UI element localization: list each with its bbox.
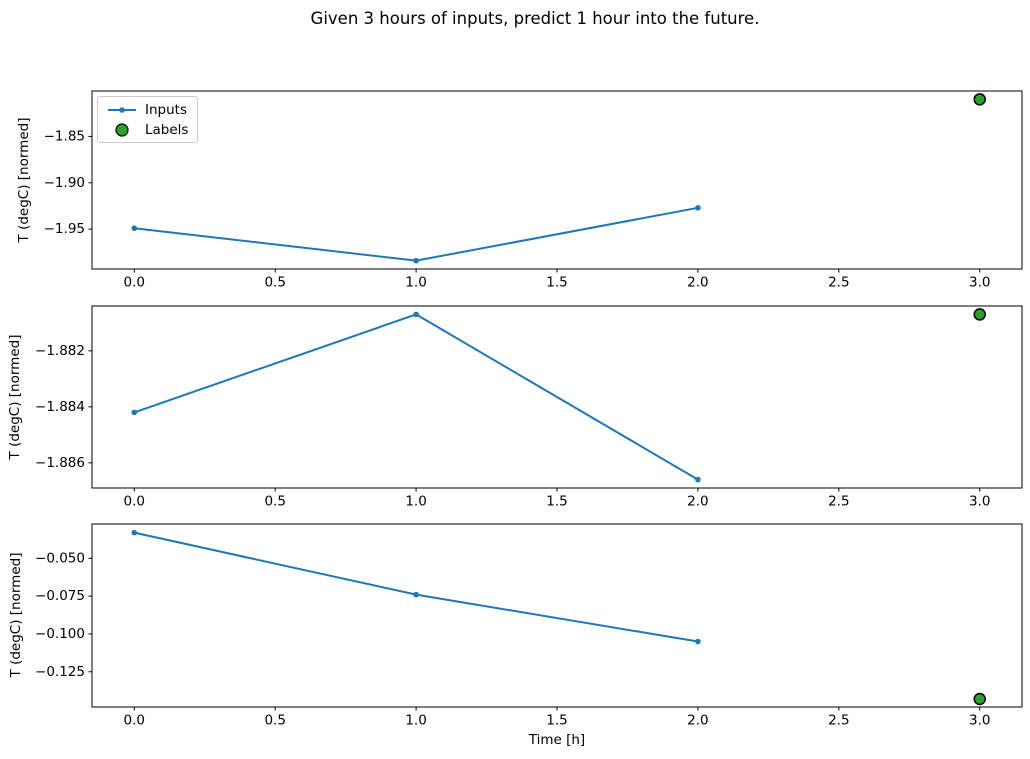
subplot-2: 0.0 0.5 1.0 1.5 2.0 2.5 3.0 −1.882 −1.884 −1.886 [35,305,1023,510]
inputs-marker [413,591,419,598]
x-tick-label: 1.5 [546,713,567,729]
labels-point [973,692,986,706]
x-tick-label: 0.0 [124,713,145,729]
x-tick-label: 1.0 [405,275,426,291]
subplot-1: 0.0 0.5 1.0 1.5 2.0 2.5 3.0 −1.85 −1.90 −1.95 [44,90,1023,291]
legend: Inputs Labels [97,96,199,143]
legend-item-labels: Labels [107,121,188,138]
x-tick-label: 1.0 [405,494,426,510]
x-tick-label: 3.0 [969,713,990,729]
x-tick-label: 2.0 [687,275,708,291]
y-tick-label: −0.100 [35,626,85,642]
x-tick-label: 1.0 [405,713,426,729]
inputs-line-icon [108,106,136,113]
labels-point [973,308,986,321]
y-tick-label: −0.125 [35,664,85,680]
y-tick-label: −1.95 [44,221,85,237]
inputs-line [133,313,699,481]
y-tick-label: −0.075 [35,588,85,604]
ylabel-subplot-3: T (degC) [normed] [8,552,24,678]
inputs-marker [413,311,419,318]
legend-item-inputs: Inputs [107,101,188,118]
x-tick-label: 0.0 [124,494,145,510]
x-tick-label: 3.0 [969,494,990,510]
ylabel-subplot-1: T (degC) [normed] [16,117,32,243]
y-tick-label: −0.050 [35,550,85,566]
x-tick-label: 0.5 [264,494,285,510]
x-tick-label: 2.5 [828,713,849,729]
x-tick-label: 0.0 [124,275,145,291]
labels-circle-icon [115,122,129,137]
axes-spines [91,523,1023,708]
inputs-marker [695,205,701,211]
x-tick-label: 2.0 [687,494,708,510]
x-tick-label: 3.0 [969,275,990,291]
x-tick-label: 2.5 [828,494,849,510]
figure-title: Given 3 hours of inputs, predict 1 hour … [310,9,760,28]
y-tick-label: −1.886 [35,455,85,471]
labels-point [973,93,986,106]
y-tick-label: −1.882 [35,343,85,359]
axes-spines [91,90,1023,270]
y-tick-label: −1.85 [44,128,85,144]
inputs-marker [131,409,138,416]
x-tick-label: 1.5 [546,494,567,510]
x-tick-label: 2.0 [687,713,708,729]
subplot-3: 0.0 0.5 1.0 1.5 2.0 2.5 3.0 −0.050 −0.075 −0.100 −… [35,523,1023,729]
legend-label-labels: Labels [145,121,189,138]
x-tick-label: 0.5 [264,713,285,729]
inputs-marker [131,225,138,232]
inputs-marker [695,638,701,645]
inputs-marker [131,529,138,536]
inputs-marker [695,476,701,483]
y-tick-label: −1.884 [35,399,85,415]
x-tick-label: 2.5 [828,275,849,291]
y-tick-label: −1.90 [44,175,85,191]
inputs-line [134,531,699,643]
inputs-line [134,206,699,262]
legend-label-inputs: Inputs [145,101,187,118]
xlabel-time: Time [h] [528,732,586,748]
x-tick-label: 1.5 [546,275,567,291]
ylabel-subplot-2: T (degC) [normed] [7,334,23,460]
x-tick-label: 0.5 [264,275,285,291]
inputs-marker [413,257,419,264]
